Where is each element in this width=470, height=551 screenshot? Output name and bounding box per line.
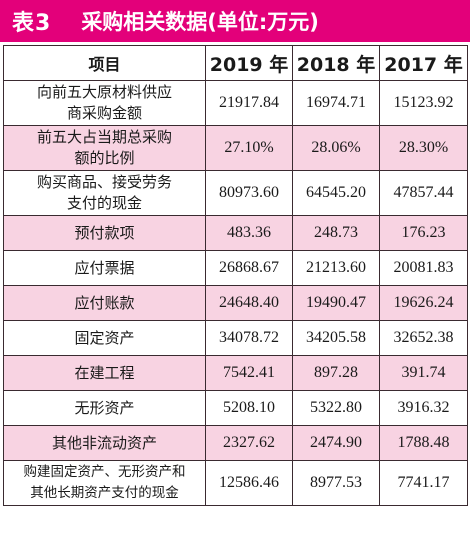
row-label-line: 购买商品、接受劳务 [36,173,172,191]
row-label: 应付账款 [3,285,206,321]
row-label-line: 向前五大原材料供应 [36,83,172,101]
row-label-line: 商采购金额 [66,104,142,122]
value-2017: 20081.83 [379,250,468,286]
table-row: 在建工程 7542.41 897.28 391.74 [3,355,468,391]
value-2019: 21917.84 [205,80,293,126]
header-2017: 2017 年 [379,45,468,81]
value-2017: 19626.24 [379,285,468,321]
value-2019: 12586.46 [205,460,293,506]
value-2017: 15123.92 [379,80,468,126]
row-label: 购买商品、接受劳务 支付的现金 [3,170,206,216]
table-title: 采购相关数据(单位:万元) [81,10,319,34]
row-label: 预付款项 [3,215,206,251]
row-label-line: 支付的现金 [66,194,142,212]
table-row: 应付账款 24648.40 19490.47 19626.24 [3,285,468,321]
table-row: 购买商品、接受劳务 支付的现金 80973.60 64545.20 47857.4… [3,170,468,216]
row-label-line: 购建固定资产、无形资产和 [23,464,186,480]
table-row: 无形资产 5208.10 5322.80 3916.32 [3,390,468,426]
value-2019: 24648.40 [205,285,293,321]
table-title-bar: 表3 采购相关数据(单位:万元) [0,0,470,42]
value-2018: 8977.53 [292,460,380,506]
value-2019: 2327.62 [205,425,293,461]
row-label: 前五大占当期总采购 额的比例 [3,125,206,171]
value-2019: 7542.41 [205,355,293,391]
row-label-line: 前五大占当期总采购 [36,128,172,146]
value-2019: 483.36 [205,215,293,251]
value-2018: 64545.20 [292,170,380,216]
row-label: 在建工程 [3,355,206,391]
value-2017: 3916.32 [379,390,468,426]
table-row: 固定资产 34078.72 34205.58 32652.38 [3,320,468,356]
value-2019: 34078.72 [205,320,293,356]
value-2019: 26868.67 [205,250,293,286]
table-row: 预付款项 483.36 248.73 176.23 [3,215,468,251]
value-2019: 5208.10 [205,390,293,426]
value-2019: 27.10% [205,125,293,171]
value-2017: 391.74 [379,355,468,391]
value-2018: 19490.47 [292,285,380,321]
procurement-data-table: 项目 2019 年 2018 年 2017 年 向前五大原材料供应 商采购金额 2… [3,45,468,506]
table-number: 表3 [12,11,52,36]
table-row: 前五大占当期总采购 额的比例 27.10% 28.06% 28.30% [3,125,468,171]
value-2018: 2474.90 [292,425,380,461]
value-2019: 80973.60 [205,170,293,216]
table-row: 向前五大原材料供应 商采购金额 21917.84 16974.71 15123.9… [3,80,468,126]
header-row: 项目 2019 年 2018 年 2017 年 [3,45,468,81]
row-label: 无形资产 [3,390,206,426]
row-label-line: 额的比例 [74,149,135,167]
value-2018: 28.06% [292,125,380,171]
table-row: 其他非流动资产 2327.62 2474.90 1788.48 [3,425,468,461]
table-row: 购建固定资产、无形资产和 其他长期资产支付的现金 12586.46 8977.53… [3,460,468,506]
row-label: 固定资产 [3,320,206,356]
header-item: 项目 [3,45,206,81]
header-2018: 2018 年 [292,45,380,81]
value-2017: 32652.38 [379,320,468,356]
value-2017: 7741.17 [379,460,468,506]
value-2017: 28.30% [379,125,468,171]
value-2017: 176.23 [379,215,468,251]
value-2018: 897.28 [292,355,380,391]
row-label: 其他非流动资产 [3,425,206,461]
value-2018: 21213.60 [292,250,380,286]
header-2019: 2019 年 [205,45,293,81]
value-2018: 16974.71 [292,80,380,126]
value-2018: 248.73 [292,215,380,251]
value-2018: 5322.80 [292,390,380,426]
row-label-line: 其他长期资产支付的现金 [30,485,179,501]
row-label: 向前五大原材料供应 商采购金额 [3,80,206,126]
table-row: 应付票据 26868.67 21213.60 20081.83 [3,250,468,286]
value-2017: 47857.44 [379,170,468,216]
row-label: 应付票据 [3,250,206,286]
value-2017: 1788.48 [379,425,468,461]
row-label: 购建固定资产、无形资产和 其他长期资产支付的现金 [3,460,206,506]
value-2018: 34205.58 [292,320,380,356]
